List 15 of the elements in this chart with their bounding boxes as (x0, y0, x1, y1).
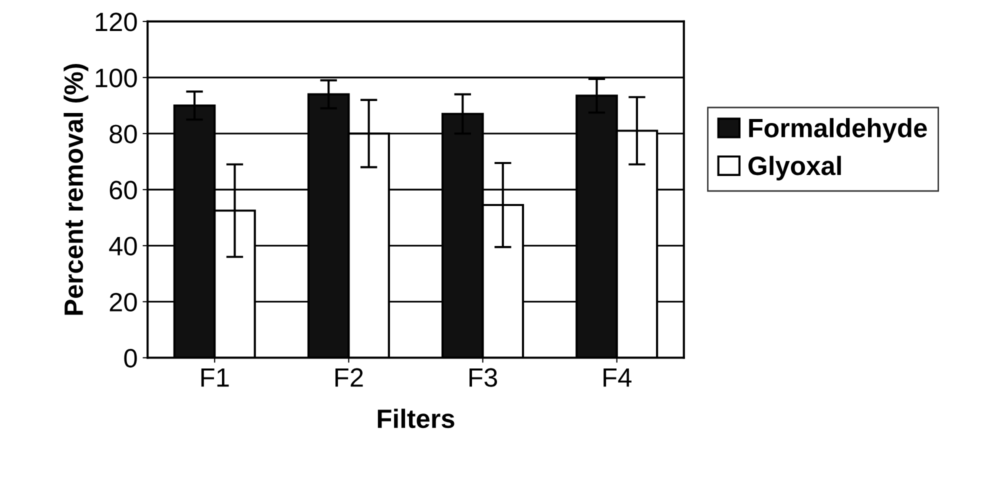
y-tick-label: 40 (109, 236, 137, 256)
y-tick-label: 0 (124, 348, 137, 368)
legend-label: Formaldehyde (749, 118, 927, 143)
x-axis-title: Filters (378, 408, 454, 428)
y-axis-title: Percent removal (%) (64, 64, 88, 315)
y-tick-label: 100 (96, 68, 137, 88)
y-tick-label: 20 (110, 292, 137, 312)
y-tick-label: 120 (96, 12, 137, 32)
y-tick-label: 80 (110, 124, 137, 144)
legend-label: Glyoxal (748, 156, 841, 180)
x-tick-label: F4 (604, 368, 632, 387)
x-tick-label: F1 (201, 368, 229, 387)
y-tick-label: 60 (110, 180, 137, 200)
x-tick-label: F3 (470, 368, 498, 387)
x-tick-label: F2 (335, 368, 363, 387)
